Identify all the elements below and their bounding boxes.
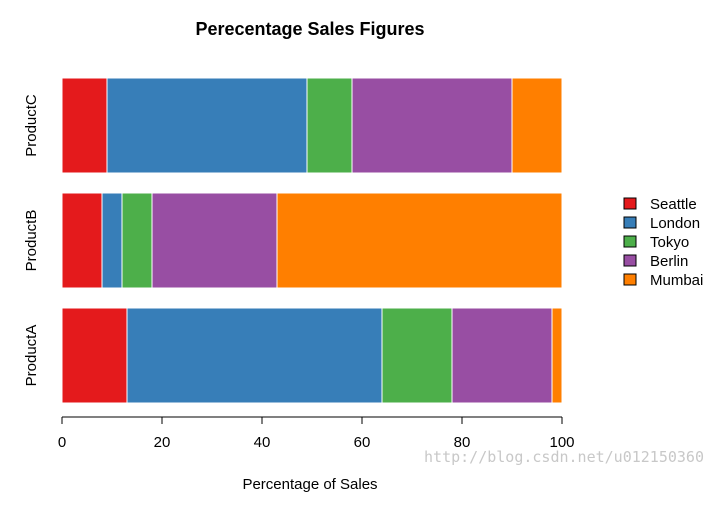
legend-label-berlin: Berlin bbox=[650, 253, 688, 270]
legend-swatch-berlin bbox=[623, 254, 637, 267]
bar-productc-mumbai bbox=[511, 77, 563, 174]
bar-producta-mumbai bbox=[551, 307, 563, 404]
bar-producta-london bbox=[126, 307, 383, 404]
bar-productb-london bbox=[101, 192, 123, 289]
x-tick-label-40: 40 bbox=[254, 434, 271, 451]
legend-label-seattle: Seattle bbox=[650, 196, 697, 213]
chart-title: Perecentage Sales Figures bbox=[195, 19, 424, 39]
legend: Seattle London Tokyo Berlin Mumbai bbox=[623, 196, 703, 289]
x-axis: 0 20 40 60 80 100 bbox=[58, 416, 575, 451]
y-tick-label-producta: ProductA bbox=[23, 325, 40, 387]
bar-producta-berlin bbox=[451, 307, 553, 404]
legend-label-mumbai: Mumbai bbox=[650, 272, 703, 289]
bar-producta-seattle bbox=[61, 307, 128, 404]
bar-producta-tokyo bbox=[381, 307, 453, 404]
y-tick-label-productb: ProductB bbox=[23, 210, 40, 272]
y-tick-labels: ProductA ProductB ProductC bbox=[23, 94, 40, 386]
x-axis-label: Percentage of Sales bbox=[242, 476, 377, 493]
x-tick-label-100: 100 bbox=[549, 434, 574, 451]
bar-productb-tokyo bbox=[121, 192, 153, 289]
x-tick-label-60: 60 bbox=[354, 434, 371, 451]
bar-productc-london bbox=[106, 77, 308, 174]
watermark: http://blog.csdn.net/u012150360 bbox=[424, 448, 704, 466]
x-tick-label-20: 20 bbox=[154, 434, 171, 451]
legend-label-tokyo: Tokyo bbox=[650, 234, 689, 251]
legend-swatch-tokyo bbox=[623, 235, 637, 248]
bar-productc-seattle bbox=[61, 77, 108, 174]
bar-productb-seattle bbox=[61, 192, 103, 289]
bar-productb-mumbai bbox=[276, 192, 563, 289]
bar-productb-berlin bbox=[151, 192, 278, 289]
bars-group bbox=[61, 77, 563, 404]
legend-swatch-mumbai bbox=[623, 273, 637, 286]
bar-productc-tokyo bbox=[306, 77, 353, 174]
y-tick-label-productc: ProductC bbox=[23, 94, 40, 157]
legend-swatch-seattle bbox=[623, 197, 637, 210]
bar-productc-berlin bbox=[351, 77, 513, 174]
x-tick-label-0: 0 bbox=[58, 434, 66, 451]
legend-label-london: London bbox=[650, 215, 700, 232]
legend-swatch-london bbox=[623, 216, 637, 229]
x-tick-label-80: 80 bbox=[454, 434, 471, 451]
